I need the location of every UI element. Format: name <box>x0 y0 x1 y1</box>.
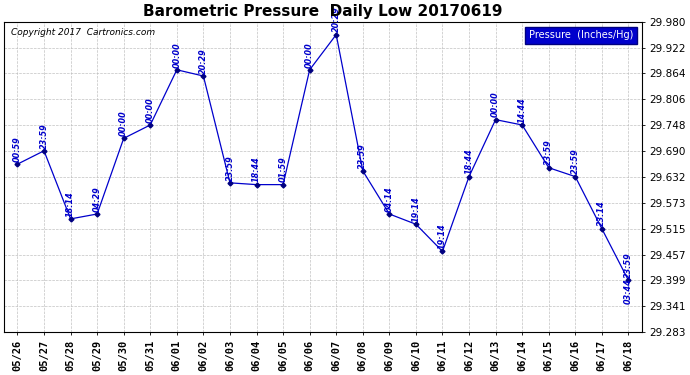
Text: 23:14: 23:14 <box>598 201 607 226</box>
Text: 23:59: 23:59 <box>544 140 553 165</box>
Text: 18:44: 18:44 <box>252 157 261 182</box>
Text: 00:00: 00:00 <box>491 92 500 117</box>
Text: 18:44: 18:44 <box>464 148 473 174</box>
Text: 23:59: 23:59 <box>39 123 48 148</box>
Text: 19:14: 19:14 <box>438 224 447 249</box>
Text: 14:44: 14:44 <box>518 97 526 123</box>
Text: 04:29: 04:29 <box>92 186 101 212</box>
Text: 00:00: 00:00 <box>146 97 155 123</box>
Legend: Pressure  (Inches/Hg): Pressure (Inches/Hg) <box>524 27 637 44</box>
Text: 23:59: 23:59 <box>571 148 580 174</box>
Text: 01:59: 01:59 <box>279 157 288 182</box>
Text: 19:14: 19:14 <box>411 196 420 222</box>
Text: 00:00: 00:00 <box>305 42 314 68</box>
Text: 18:14: 18:14 <box>66 191 75 217</box>
Text: 03:44: 03:44 <box>624 278 633 304</box>
Text: 00:59: 00:59 <box>13 136 22 162</box>
Text: 00:00: 00:00 <box>119 110 128 136</box>
Text: Copyright 2017  Cartronics.com: Copyright 2017 Cartronics.com <box>10 28 155 37</box>
Title: Barometric Pressure  Daily Low 20170619: Barometric Pressure Daily Low 20170619 <box>144 4 503 19</box>
Text: 00:00: 00:00 <box>172 42 181 68</box>
Text: 23:59: 23:59 <box>358 143 367 169</box>
Text: 20:29: 20:29 <box>199 48 208 74</box>
Text: 23:59: 23:59 <box>226 155 235 181</box>
Text: 04:14: 04:14 <box>385 186 394 212</box>
Text: 23:59: 23:59 <box>624 252 633 278</box>
Text: 20:29: 20:29 <box>332 7 341 32</box>
